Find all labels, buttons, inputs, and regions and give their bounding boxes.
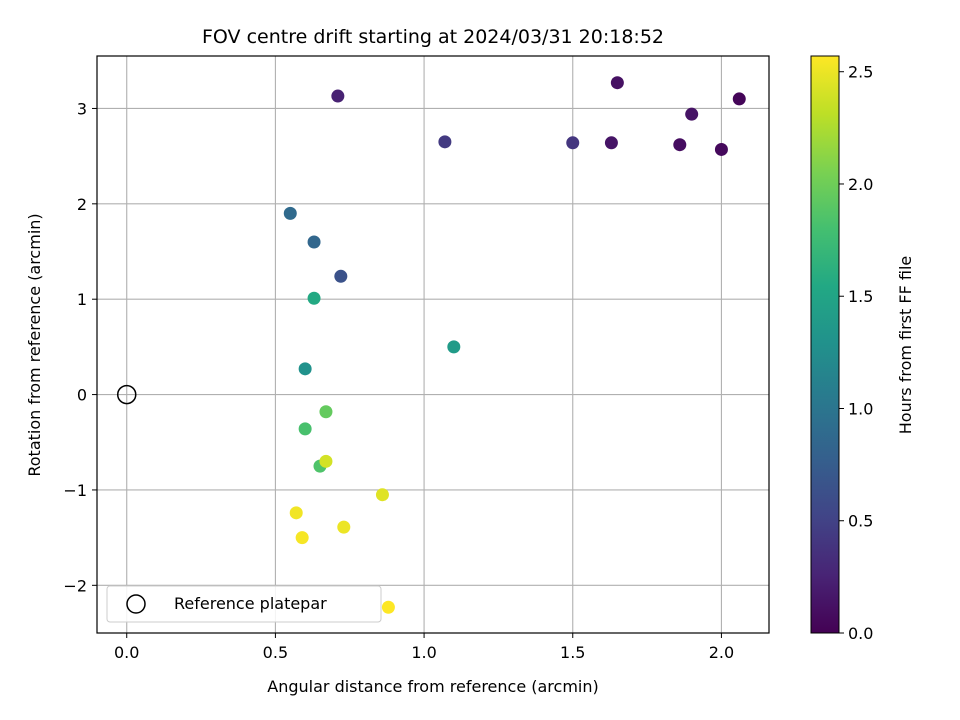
data-point <box>375 488 389 502</box>
data-point <box>714 142 728 156</box>
colorbar-gradient <box>810 55 840 634</box>
y-tick-label: 1 <box>77 290 87 309</box>
colorbar-tick-label: 1.5 <box>848 287 873 306</box>
data-point <box>438 135 452 149</box>
x-tick-label: 2.0 <box>709 643 734 662</box>
x-tick-label: 0.0 <box>114 643 139 662</box>
data-point <box>334 269 348 283</box>
colorbar-tick-label: 2.0 <box>848 175 873 194</box>
colorbar-label: Hours from first FF file <box>896 256 915 435</box>
colorbar: 0.0 0.5 1.0 1.5 2.0 2.5 Hours from first FF f… <box>810 55 915 643</box>
y-tick-label: −2 <box>63 576 87 595</box>
chart-title: FOV centre drift starting at 2024/03/31 … <box>202 26 664 48</box>
data-point <box>319 454 333 468</box>
reference-point-marker <box>116 384 137 405</box>
x-tick-label: 1.0 <box>411 643 436 662</box>
data-point <box>295 531 309 545</box>
y-axis-label: Rotation from reference (arcmin) <box>25 213 44 476</box>
data-point <box>566 136 580 150</box>
data-point <box>307 235 321 249</box>
data-point <box>289 506 303 520</box>
data-point <box>381 600 395 614</box>
data-point <box>307 291 321 305</box>
colorbar-ticks: 0.0 0.5 1.0 1.5 2.0 2.5 <box>839 63 873 643</box>
grid-lines <box>97 56 769 633</box>
legend-entry-label: Reference platepar <box>174 594 327 613</box>
data-point <box>610 76 624 90</box>
y-tick-label: −1 <box>63 481 87 500</box>
y-tick-label: 3 <box>77 99 87 118</box>
scatter-points <box>283 76 746 614</box>
colorbar-tick-label: 0.5 <box>848 512 873 531</box>
y-tick-label: 2 <box>77 195 87 214</box>
colorbar-tick-label: 0.0 <box>848 624 873 643</box>
x-tick-label: 0.5 <box>263 643 288 662</box>
colorbar-tick-label: 2.5 <box>848 63 873 82</box>
legend-box <box>106 585 382 623</box>
data-point <box>447 340 461 354</box>
y-axis-ticks: −2 −1 0 1 2 3 <box>63 99 97 595</box>
legend: Reference platepar <box>106 585 382 623</box>
data-point <box>319 405 333 419</box>
data-point <box>331 89 345 103</box>
data-point <box>298 362 312 376</box>
colorbar-tick-label: 1.0 <box>848 399 873 418</box>
data-point <box>673 138 687 152</box>
plot-frame <box>96 55 770 634</box>
x-tick-label: 1.5 <box>560 643 585 662</box>
y-tick-label: 0 <box>77 386 87 405</box>
data-point <box>604 136 618 150</box>
data-point <box>283 206 297 220</box>
x-axis-ticks: 0.0 0.5 1.0 1.5 2.0 <box>114 633 734 662</box>
data-point <box>732 92 746 106</box>
data-point <box>685 107 699 121</box>
data-point <box>298 422 312 436</box>
data-point <box>337 520 351 534</box>
legend-open-circle-icon <box>126 594 146 614</box>
x-axis-label: Angular distance from reference (arcmin) <box>267 677 598 696</box>
